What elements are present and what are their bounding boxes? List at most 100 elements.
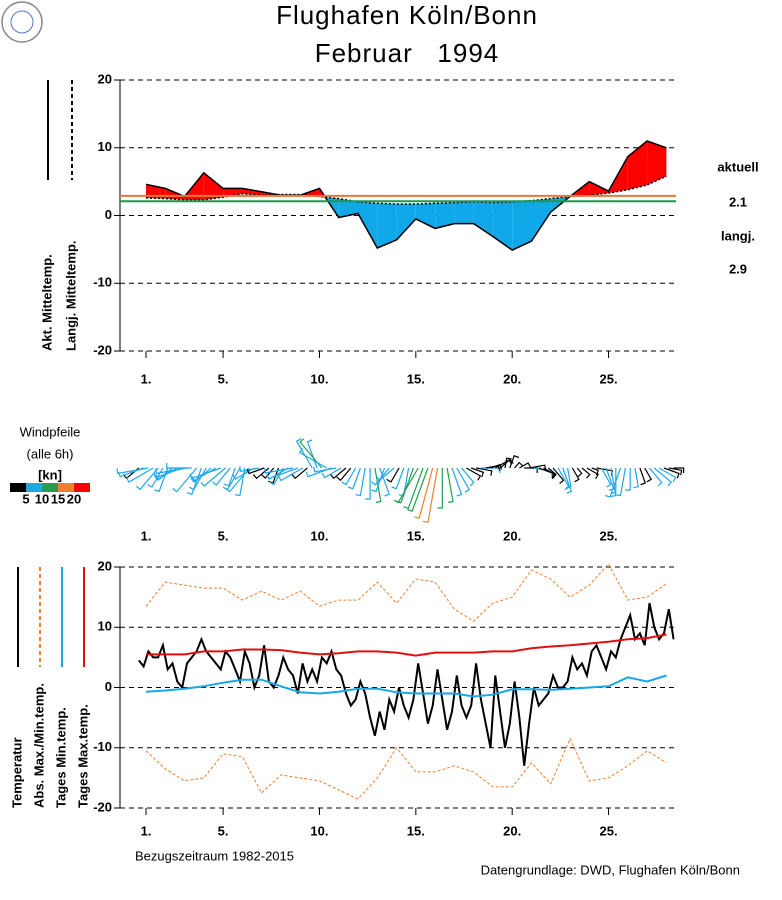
wind-barb xyxy=(395,467,414,504)
wind-barb xyxy=(116,467,149,475)
wind-barb xyxy=(398,467,410,497)
wind-subtitle: (alle 6h) xyxy=(27,446,74,461)
wind-barb xyxy=(633,467,639,489)
x-tick-label: 20. xyxy=(503,823,521,838)
difference-area xyxy=(531,198,551,242)
difference-area xyxy=(454,201,474,224)
y-tick-label: 10 xyxy=(98,619,112,634)
wind-barb xyxy=(371,467,386,493)
difference-area xyxy=(377,203,397,248)
wind-barb xyxy=(591,467,600,476)
wind-barb xyxy=(298,447,327,469)
wind-barb xyxy=(605,467,622,498)
mean-name: langj. xyxy=(721,228,755,243)
wind-barb xyxy=(291,467,308,480)
wind-barb xyxy=(649,467,663,487)
wind-barb xyxy=(336,467,352,482)
wind-barb xyxy=(379,467,391,497)
wind-barb xyxy=(504,457,512,469)
footer-period: Bezugszeitraum 1982-2015 xyxy=(135,848,294,863)
x-tick-label: 15. xyxy=(407,371,425,386)
wind-barb xyxy=(299,438,323,469)
y-tick-label: 10 xyxy=(98,139,112,154)
x-tick-label: 1. xyxy=(141,823,152,838)
wind-barb xyxy=(639,467,647,486)
x-tick-label: 25. xyxy=(600,371,618,386)
wind-barb xyxy=(239,466,260,472)
x-tick-label: 25. xyxy=(600,528,618,543)
wind-barb xyxy=(615,467,626,497)
wind-barb xyxy=(330,467,347,480)
title: Flughafen Köln/Bonn xyxy=(276,0,538,30)
wind-barb xyxy=(422,467,439,523)
series-line-lower xyxy=(145,737,667,800)
wind-barb xyxy=(365,468,371,500)
wind-barb xyxy=(576,467,583,478)
wind-barb xyxy=(653,467,673,487)
difference-area xyxy=(512,200,532,251)
x-tick-label: 5. xyxy=(218,823,229,838)
wind-barb xyxy=(514,461,524,469)
wind-barb xyxy=(246,467,265,475)
x-tick-label: 1. xyxy=(141,371,152,386)
wind-barb xyxy=(153,467,183,479)
colorbar-box xyxy=(74,483,90,492)
x-tick-label: 15. xyxy=(407,528,425,543)
x-tick-label: 25. xyxy=(600,823,618,838)
legend-label: Akt. Mitteltemp. xyxy=(39,254,54,351)
x-tick-label: 20. xyxy=(503,371,521,386)
wind-barb xyxy=(456,467,471,493)
wind-barb xyxy=(571,467,580,483)
y-tick-label: -10 xyxy=(93,739,112,754)
logo-ring xyxy=(10,10,34,34)
wind-barb xyxy=(190,467,212,483)
wind-barb xyxy=(581,467,591,479)
wind-barb xyxy=(610,467,617,497)
series-line xyxy=(145,140,667,251)
mean-value: 2.1 xyxy=(729,194,747,209)
y-tick-label: 20 xyxy=(98,71,112,86)
wind-barb xyxy=(374,467,382,503)
wind-barb xyxy=(562,467,573,494)
x-tick-label: 5. xyxy=(218,528,229,543)
wind-barb xyxy=(155,467,188,475)
x-tick-label: 15. xyxy=(407,823,425,838)
mean-name: aktuell xyxy=(717,159,758,174)
wind-barb xyxy=(644,467,653,483)
wind-barb xyxy=(306,439,318,469)
wind-barb xyxy=(341,467,357,486)
wind-barb xyxy=(600,467,612,488)
difference-area xyxy=(473,201,493,237)
difference-area xyxy=(358,201,378,248)
wind-barb xyxy=(295,438,313,469)
wind-barb xyxy=(269,467,284,486)
colorbar-box xyxy=(42,483,58,492)
y-tick-label: -20 xyxy=(93,342,112,357)
wind-barb xyxy=(166,463,192,469)
wind-barb xyxy=(446,467,454,503)
y-tick-label: -20 xyxy=(93,799,112,814)
difference-area xyxy=(203,172,224,200)
wind-barb xyxy=(386,467,400,483)
wind-barb xyxy=(305,467,332,478)
difference-area xyxy=(435,202,455,229)
difference-area xyxy=(492,201,513,251)
wind-barb xyxy=(355,467,366,497)
x-tick-label: 5. xyxy=(218,371,229,386)
wind-barb xyxy=(466,467,482,481)
wind-barb xyxy=(547,467,557,479)
wind-barb xyxy=(495,459,513,469)
subtitle: Februar 1994 xyxy=(315,38,500,68)
wind-barb xyxy=(552,467,565,484)
wind-barb xyxy=(407,467,429,512)
wind-title: Windpfeile xyxy=(20,424,81,439)
colorbar-label: [kn] xyxy=(38,467,62,482)
wind-barb xyxy=(223,467,236,487)
colorbar-tick: 20 xyxy=(67,491,81,506)
wind-barb xyxy=(135,467,159,491)
wind-barb xyxy=(125,467,154,483)
wind-barb xyxy=(212,467,231,486)
legend-label: Abs. Max./Min.temp. xyxy=(31,683,46,808)
wind-barb xyxy=(393,467,419,504)
